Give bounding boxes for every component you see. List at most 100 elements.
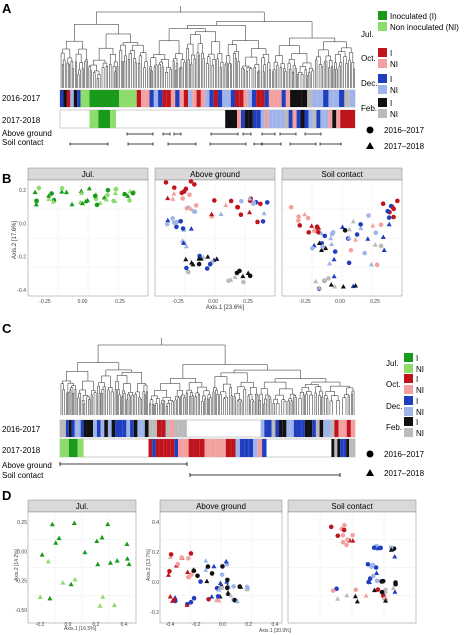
scatter-triangle — [211, 563, 217, 569]
scatter-triangle — [223, 202, 229, 208]
panel-b-facets: Jul. Above ground Soil contact -0.25 0.00 0.2… — [17, 167, 403, 305]
legend-c-jul-inoc-swatch — [404, 353, 413, 362]
legend-a-year-1: 2016–2017 — [384, 126, 425, 135]
strip-cell — [260, 90, 265, 107]
strip-cell — [328, 90, 334, 107]
scatter-circle — [224, 585, 230, 591]
scatter-triangle — [216, 597, 222, 603]
strip-cell — [326, 420, 331, 437]
scatter-triangle — [365, 236, 371, 241]
scatter-triangle — [82, 549, 88, 555]
scatter-triangle — [383, 598, 389, 603]
scatter-circle — [188, 179, 194, 184]
panel-d-ylabel: Axis.2 [13.7%] — [146, 548, 152, 581]
scatter-circle — [260, 219, 266, 224]
strip-cell — [225, 439, 232, 457]
panel-a-row-label-2: 2017-2018 — [2, 116, 41, 125]
scatter-circle — [193, 203, 199, 208]
scatter-triangle — [346, 226, 352, 232]
scatter-circle — [373, 565, 379, 570]
scatter-circle — [171, 185, 177, 190]
legend-a-year-2: 2017–2018 — [384, 142, 425, 151]
panel-a-soil-contact-label: Soil contact — [2, 138, 44, 147]
strip-cell — [264, 420, 268, 437]
legend-a-jul-inoc-swatch — [378, 11, 387, 20]
scatter-triangle — [238, 584, 244, 589]
strip-cell — [282, 420, 287, 437]
scatter-circle — [187, 192, 192, 198]
strip-cell — [188, 439, 194, 457]
scatter-triangle — [388, 547, 394, 552]
scatter-circle — [378, 222, 384, 228]
scatter-triangle — [203, 567, 209, 572]
scatter-circle — [340, 539, 346, 545]
strip-cell — [89, 110, 99, 128]
panel-d-jul-ytick: 0.00 — [17, 549, 27, 555]
strip-cell — [183, 439, 189, 457]
strip-cell — [344, 90, 350, 107]
panel-b-ytick: -0.4 — [17, 288, 26, 294]
scatter-circle — [49, 191, 54, 196]
strip-cell — [239, 90, 244, 107]
strip-cell — [237, 110, 241, 128]
scatter-circle — [220, 564, 225, 569]
panel-d-facets: Jul. Above ground Soil contact -0.2 0.0 0.2 0.… — [16, 499, 417, 628]
strip-cell — [264, 110, 269, 128]
legend-a-feb-inoc-swatch — [378, 98, 387, 107]
legend-c-oct: Oct. — [386, 380, 401, 389]
strip-cell — [346, 439, 350, 457]
strip-cell — [248, 439, 254, 457]
strip-cell — [285, 90, 291, 107]
strip-cell — [323, 420, 327, 437]
scatter-circle — [238, 212, 244, 218]
strip-cell — [256, 110, 261, 128]
scatter-circle — [375, 587, 381, 592]
scatter-circle — [228, 198, 234, 204]
scatter-circle — [335, 533, 341, 539]
scatter-triangle — [350, 538, 356, 543]
legend-a-feb-ni-swatch — [378, 109, 387, 118]
strip-cell — [65, 420, 69, 437]
panel-d-jul-xtick: 0.4 — [121, 622, 128, 628]
legend-c-oct-ni-swatch — [404, 385, 413, 394]
scatter-triangle — [309, 223, 315, 228]
panel-a-strip-2016-2017 — [59, 89, 356, 108]
strip-cell — [199, 439, 205, 457]
strip-cell — [220, 439, 226, 457]
scatter-triangle — [217, 580, 223, 586]
strip-cell — [170, 90, 176, 107]
strip-cell — [89, 420, 94, 437]
scatter-triangle — [340, 284, 346, 289]
panel-d-label: D — [2, 488, 11, 503]
panel-d-xtick: -0.2 — [192, 622, 201, 628]
legend-a-jul-inoc-text: Inoculated (I) — [390, 12, 437, 21]
scatter-triangle — [71, 520, 77, 525]
scatter-triangle — [390, 204, 396, 209]
strip-cell — [225, 110, 237, 128]
scatter-circle — [204, 266, 210, 271]
scatter-circle — [255, 219, 260, 225]
scatter-circle — [386, 215, 392, 220]
panel-d-facet-jul-title: Jul. — [76, 502, 88, 511]
scatter-triangle — [327, 260, 333, 266]
strip-cell — [277, 90, 282, 107]
strip-cell — [268, 110, 273, 128]
scatter-circle — [195, 573, 200, 579]
strip-cell — [141, 420, 145, 437]
scatter-triangle — [247, 209, 253, 215]
scatter-circle — [342, 228, 348, 233]
strip-cell — [169, 420, 175, 437]
panel-d-jul-xtick: 0.2 — [93, 622, 100, 628]
legend-a-feb-ni-text: NI — [390, 110, 398, 119]
strip-cell — [107, 420, 112, 437]
panel-b-ylabel: Axis.2 [17.6%] — [12, 220, 18, 259]
panel-b-facet-soil-contact: Soil contact — [281, 167, 403, 297]
panel-d-xtick: 0.0 — [219, 622, 226, 628]
scatter-triangle — [363, 593, 369, 598]
scatter-triangle — [340, 224, 346, 229]
strip-cell — [272, 110, 277, 128]
strip-cell — [213, 90, 218, 107]
strip-cell — [231, 439, 236, 457]
strip-cell — [280, 110, 285, 128]
